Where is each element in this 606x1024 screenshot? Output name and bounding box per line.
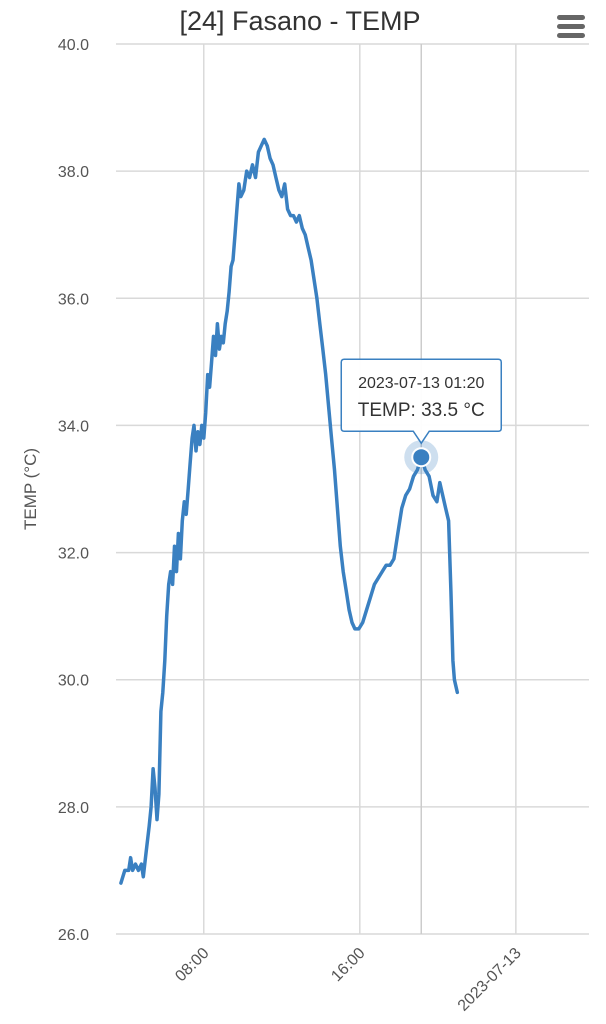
chart-menu-button[interactable]	[548, 8, 594, 48]
y-tick-label: 38.0	[58, 164, 89, 181]
y-tick-label: 36.0	[58, 291, 89, 308]
y-tick-label: 40.0	[58, 37, 89, 54]
temp-series-line[interactable]	[119, 137, 460, 885]
hover-point[interactable]	[411, 447, 432, 468]
tooltip-value: TEMP: 33.5 °C	[358, 400, 485, 421]
chart-title: [24] Fasano - TEMP	[179, 6, 420, 36]
x-gridlines	[203, 44, 517, 934]
tooltip: 2023-07-13 01:20 TEMP: 33.5 °C	[340, 358, 503, 445]
y-tick-label: 30.0	[58, 673, 89, 690]
y-tick-label: 28.0	[58, 800, 89, 817]
x-tick-label: 08:00	[172, 945, 212, 985]
y-tick-labels: 26.0 28.0 30.0 32.0 34.0 36.0 38.0 40.0	[58, 37, 89, 944]
x-tick-label: 16:00	[328, 945, 368, 985]
tooltip-box	[340, 358, 503, 445]
y-axis-label: TEMP (°C)	[21, 448, 40, 530]
tooltip-date: 2023-07-13 01:20	[358, 375, 484, 392]
hamburger-menu-icon	[557, 15, 585, 38]
x-tick-label: 2023-07-13	[455, 945, 525, 1015]
y-tick-label: 26.0	[58, 927, 89, 944]
y-tick-label: 34.0	[58, 418, 89, 435]
y-tick-label: 32.0	[58, 546, 89, 563]
x-tick-labels: 08:00 16:00 2023-07-13	[172, 945, 524, 1015]
